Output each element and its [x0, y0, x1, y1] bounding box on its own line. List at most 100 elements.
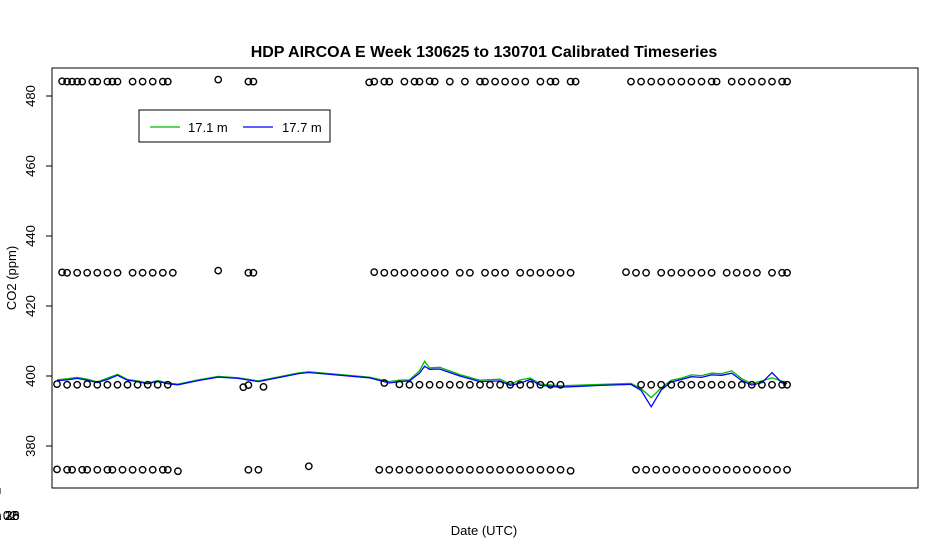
data-point	[516, 465, 525, 474]
data-point	[68, 77, 77, 86]
data-point	[546, 77, 555, 86]
data-point	[244, 465, 253, 474]
data-point	[773, 465, 781, 474]
data-point	[455, 465, 464, 474]
data-point	[712, 465, 721, 474]
data-point	[158, 465, 167, 474]
data-point	[365, 78, 374, 87]
data-point	[753, 268, 761, 277]
data-point	[128, 465, 137, 474]
data-point	[163, 380, 172, 389]
data-point	[148, 465, 157, 474]
data-point	[370, 268, 379, 276]
x-axis: Jun 26Jun 28Jun 30Jul 02	[0, 488, 20, 523]
data-point	[662, 465, 671, 474]
data-point	[249, 268, 258, 277]
data-point	[556, 465, 565, 474]
data-point	[158, 77, 167, 86]
data-point	[143, 380, 152, 389]
data-point	[153, 380, 162, 389]
data-point	[163, 465, 172, 474]
data-point	[758, 380, 766, 389]
data-point	[395, 380, 404, 389]
data-point	[400, 77, 409, 86]
data-point	[168, 268, 177, 277]
data-point	[783, 77, 791, 86]
data-point	[722, 268, 731, 277]
data-point	[138, 77, 147, 86]
data-point	[73, 380, 82, 389]
data-point	[63, 77, 71, 86]
data-point	[732, 268, 741, 277]
data-point	[753, 465, 761, 474]
data-point	[113, 380, 122, 389]
data-point	[747, 77, 756, 86]
data-point	[481, 268, 489, 277]
data-point	[501, 77, 509, 86]
data-point	[304, 462, 313, 471]
data-point	[138, 465, 147, 474]
data-point	[566, 77, 575, 86]
data-point	[103, 268, 112, 277]
data-point	[78, 465, 87, 474]
data-point	[768, 77, 776, 86]
data-point	[103, 380, 112, 389]
points-layer	[53, 75, 791, 476]
data-point	[491, 77, 499, 86]
data-point	[677, 268, 686, 277]
data-point	[93, 380, 102, 389]
data-point	[63, 380, 71, 389]
data-point	[440, 268, 449, 277]
data-point	[637, 77, 645, 86]
data-point	[496, 380, 504, 389]
data-point	[707, 268, 716, 277]
data-point	[622, 268, 630, 276]
data-point	[536, 77, 545, 86]
data-point	[53, 380, 61, 388]
data-point	[88, 77, 97, 86]
data-point	[476, 465, 484, 474]
data-point	[717, 380, 726, 389]
data-point	[516, 380, 525, 389]
data-point	[732, 465, 741, 474]
data-point	[496, 465, 504, 474]
y-axis: 380 400 420 440 460 480	[23, 85, 52, 457]
data-point	[667, 77, 676, 86]
data-point	[405, 465, 414, 474]
data-point	[526, 380, 535, 389]
y-tick-label: 420	[23, 295, 38, 317]
data-point	[727, 380, 736, 389]
data-point	[93, 465, 102, 474]
data-point	[521, 77, 530, 86]
data-point	[697, 77, 706, 86]
data-point	[380, 268, 389, 277]
data-point	[511, 77, 520, 86]
data-point	[78, 77, 87, 86]
data-point	[249, 77, 258, 86]
data-point	[113, 268, 122, 277]
data-point	[778, 77, 786, 86]
data-point	[667, 380, 676, 389]
data-point	[742, 465, 751, 474]
data-point	[667, 268, 676, 277]
data-point	[768, 268, 776, 277]
data-point	[536, 268, 545, 277]
data-point	[118, 465, 127, 474]
y-tick-label: 460	[23, 155, 38, 177]
data-point	[158, 268, 167, 277]
data-point	[687, 77, 696, 86]
data-point	[83, 380, 92, 388]
data-point	[647, 77, 656, 86]
data-point	[395, 465, 404, 474]
data-point	[410, 268, 419, 277]
data-point	[546, 268, 555, 277]
data-point	[501, 268, 509, 277]
y-tick-label: 380	[23, 435, 38, 457]
data-point	[244, 381, 253, 389]
data-point	[566, 268, 575, 277]
data-point	[465, 380, 474, 389]
x-tick-label: Jul 02	[0, 508, 17, 523]
data-point	[430, 77, 439, 86]
data-point	[657, 77, 666, 86]
data-point	[465, 465, 474, 474]
